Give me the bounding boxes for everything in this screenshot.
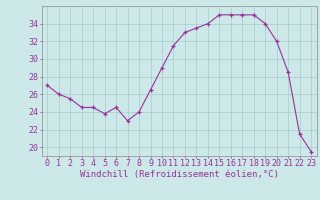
X-axis label: Windchill (Refroidissement éolien,°C): Windchill (Refroidissement éolien,°C)	[80, 170, 279, 179]
